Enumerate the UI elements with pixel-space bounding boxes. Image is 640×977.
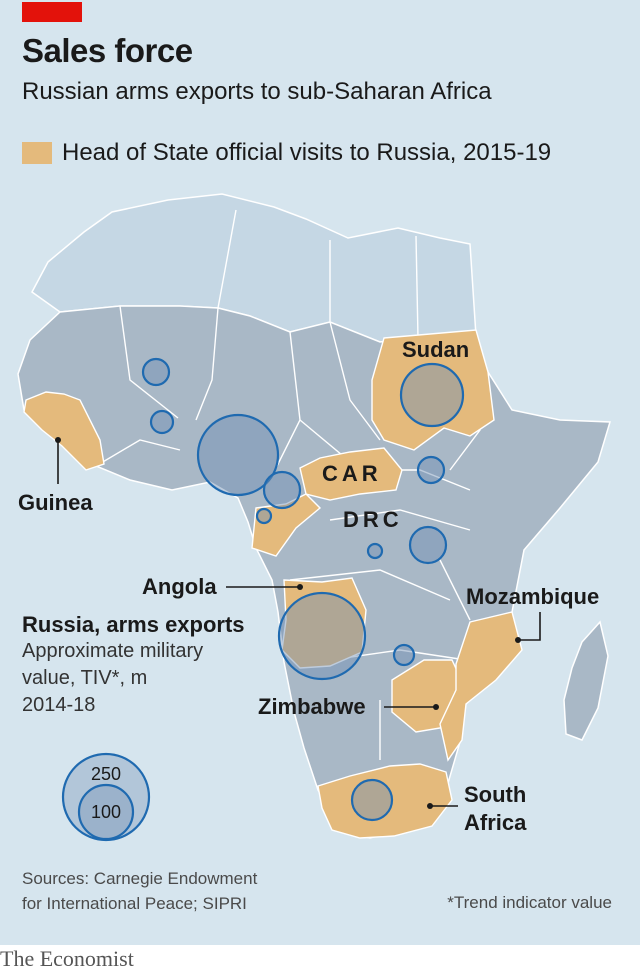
bubble-key-title: Russia, arms exports xyxy=(22,612,245,637)
bubble-key-text: Russia, arms exports Approximate militar… xyxy=(22,612,292,719)
brand-red-tag xyxy=(22,2,82,22)
bubble-equatorial-guinea xyxy=(255,507,273,525)
label-mozambique: Mozambique xyxy=(466,584,599,609)
label-zimbabwe: Zimbabwe xyxy=(258,694,366,719)
leader-dots xyxy=(55,437,521,809)
bubble-cameroon xyxy=(262,470,302,510)
arms-bubbles xyxy=(141,357,465,822)
key-small-value: 100 xyxy=(91,802,121,822)
label-angola: Angola xyxy=(142,574,217,599)
chart-title: Sales force xyxy=(22,32,193,69)
country-south-africa xyxy=(317,763,453,839)
sources-line2: for International Peace; SIPRI xyxy=(22,894,247,913)
sources-line1: Sources: Carnegie Endowment xyxy=(22,869,258,888)
legend: Head of State official visits to Russia,… xyxy=(22,138,551,168)
bubble-zambia xyxy=(392,643,416,667)
key-bubble-small xyxy=(77,783,135,841)
bubble-sudan xyxy=(399,362,465,428)
leader-lines xyxy=(57,440,541,807)
label-south-africa-line2: Africa xyxy=(464,810,527,835)
legend-label: Head of State official visits to Russia,… xyxy=(62,139,552,166)
bubble-key-line1: Approximate military xyxy=(22,640,204,662)
country-guinea xyxy=(23,391,105,471)
bubble-drc xyxy=(366,542,384,560)
country-congo xyxy=(251,493,322,557)
bubble-south-sudan xyxy=(416,455,446,485)
bubble-nigeria xyxy=(196,413,280,497)
africa-map: Sudan CAR DRC Guinea Angola Mozambique Z… xyxy=(17,193,611,842)
footnote: *Trend indicator value xyxy=(447,893,612,912)
bubble-size-key: 250 100 xyxy=(61,752,151,842)
chart-panel: Sales force Russian arms exports to sub-… xyxy=(0,0,640,945)
bubble-burkina-faso xyxy=(149,409,175,435)
key-large-value: 250 xyxy=(91,764,121,784)
highlighted-countries xyxy=(23,329,523,839)
chart-subtitle: Russian arms exports to sub-Saharan Afri… xyxy=(22,78,492,105)
label-south-africa-line1: South xyxy=(464,782,526,807)
country-borders xyxy=(95,209,481,760)
label-car: CAR xyxy=(322,461,382,486)
sources: Sources: Carnegie Endowment for Internat… xyxy=(22,866,342,916)
country-car xyxy=(299,447,403,501)
label-guinea: Guinea xyxy=(18,490,93,515)
bubble-mali xyxy=(141,357,171,387)
madagascar-land xyxy=(563,620,609,741)
label-sudan: Sudan xyxy=(402,337,469,362)
bubble-key-line2: value, TIV*, m xyxy=(22,667,148,689)
bubble-uganda-rwanda xyxy=(408,525,448,565)
bubble-key-line3: 2014-18 xyxy=(22,694,96,716)
country-sudan xyxy=(371,329,495,451)
bubble-angola xyxy=(277,591,367,681)
brand-logo: The Economist xyxy=(0,946,134,971)
legend-swatch xyxy=(22,142,52,164)
bubble-south-africa xyxy=(350,778,394,822)
label-drc: DRC xyxy=(343,507,403,532)
